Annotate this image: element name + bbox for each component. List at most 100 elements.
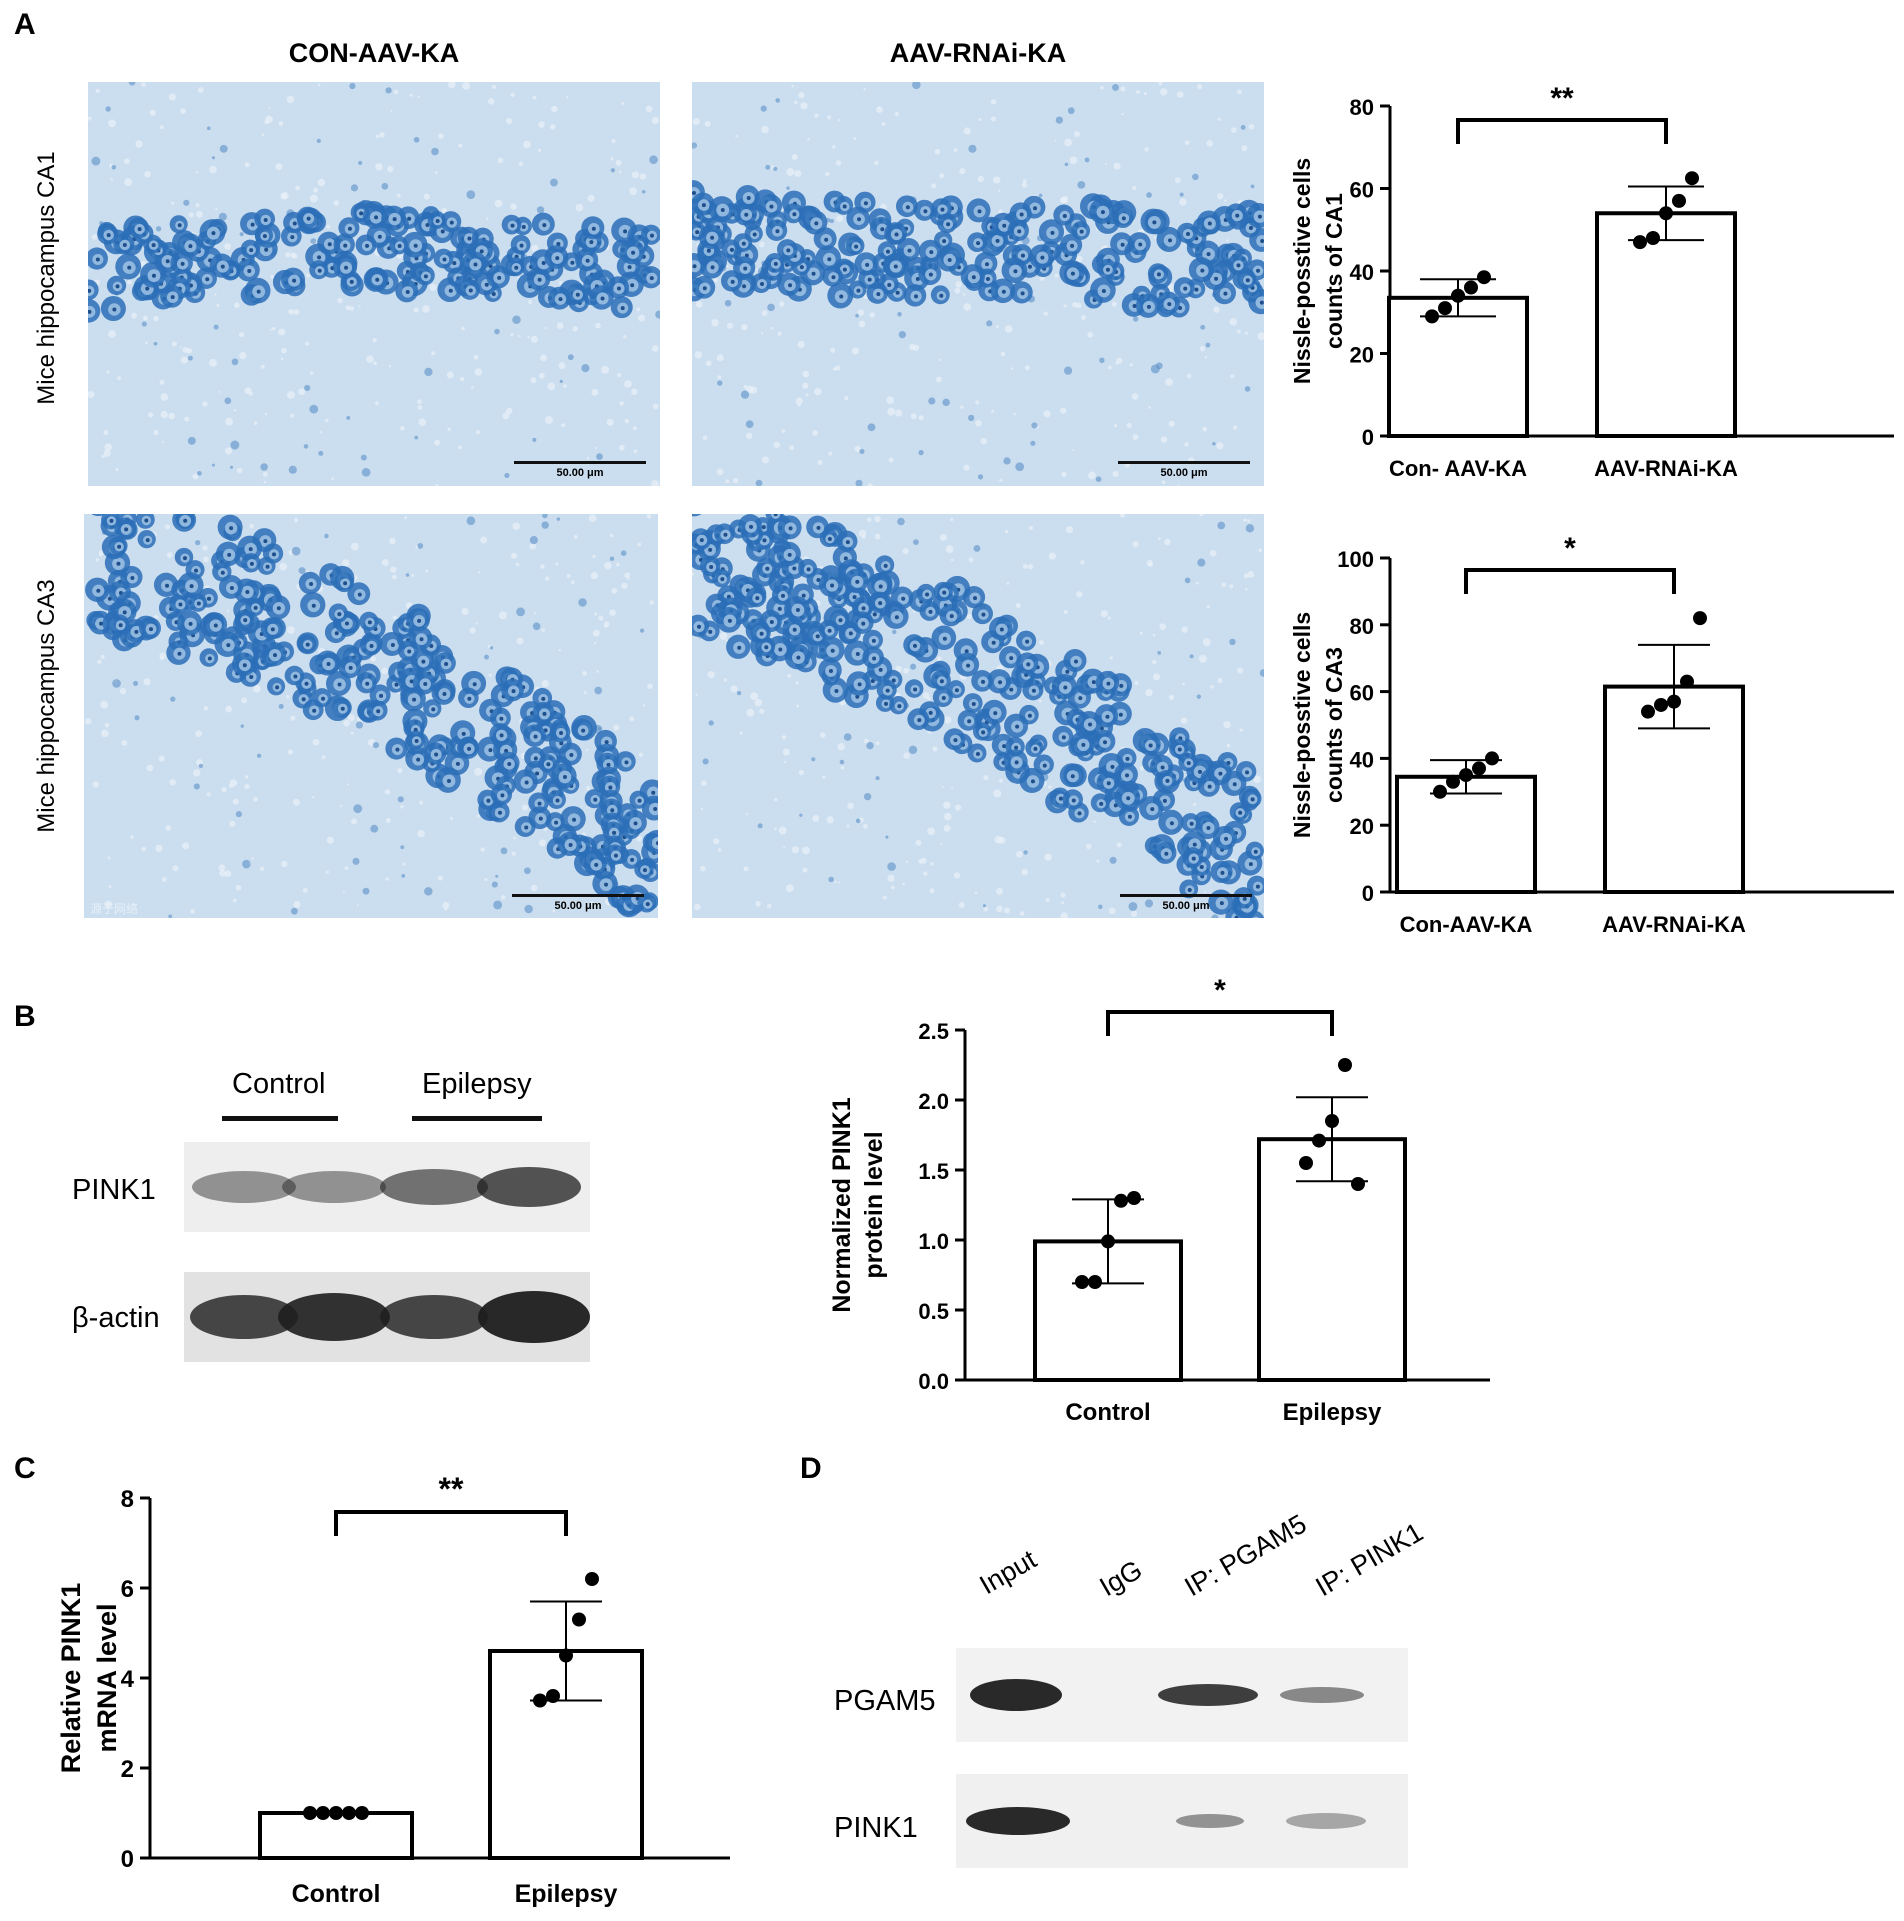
- neuron-nucleolus: [1002, 223, 1007, 228]
- neuron-nucleolus: [1070, 271, 1075, 276]
- texture-speck: [1132, 185, 1137, 191]
- neuron-nucleolus: [344, 621, 349, 626]
- texture-speck: [539, 372, 545, 379]
- glial-cell: [885, 835, 889, 839]
- texture-speck: [727, 322, 734, 329]
- texture-speck: [773, 441, 780, 448]
- texture-speck: [375, 163, 383, 171]
- glial-cell: [536, 206, 545, 214]
- glial-cell: [500, 847, 508, 855]
- texture-speck: [545, 576, 550, 581]
- texture-speck: [373, 361, 377, 366]
- neuron-nucleolus: [1009, 687, 1014, 692]
- texture-speck: [388, 365, 392, 368]
- neuron-nucleolus: [1186, 231, 1191, 236]
- texture-speck: [563, 384, 567, 388]
- texture-speck: [312, 795, 315, 799]
- data-point: [546, 1689, 560, 1703]
- glial-cell: [641, 189, 646, 194]
- texture-speck: [214, 293, 217, 296]
- y-tick-label: 80: [1350, 95, 1374, 120]
- texture-speck: [886, 396, 895, 405]
- neuron-nucleolus: [377, 234, 382, 239]
- texture-speck: [930, 183, 937, 189]
- texture-speck: [1232, 425, 1238, 430]
- texture-speck: [745, 432, 753, 440]
- texture-speck: [141, 846, 146, 852]
- category-label: Control: [292, 1880, 381, 1908]
- neuron-nucleolus: [109, 518, 114, 523]
- texture-speck: [101, 454, 105, 459]
- texture-speck: [488, 673, 492, 677]
- neuron-nucleolus: [855, 694, 860, 699]
- texture-speck: [716, 468, 724, 476]
- neuron-nucleolus: [455, 761, 460, 766]
- neuron-nucleolus: [940, 207, 945, 212]
- texture-speck: [127, 279, 132, 285]
- neuron-nucleolus: [253, 605, 258, 610]
- texture-speck: [192, 473, 199, 480]
- texture-speck: [1064, 138, 1073, 147]
- neuron-nucleolus: [872, 612, 877, 617]
- glial-cell: [219, 144, 228, 153]
- neuron-nucleolus: [828, 668, 833, 673]
- texture-speck: [633, 449, 638, 454]
- texture-speck: [887, 874, 895, 882]
- texture-speck: [1202, 638, 1211, 647]
- neuron-nucleolus: [1100, 210, 1105, 215]
- glial-cell: [424, 887, 433, 896]
- glial-cell: [350, 184, 359, 192]
- neuron-nucleolus: [839, 294, 844, 299]
- neuron-nucleolus: [1192, 842, 1197, 847]
- panel-label-c: C: [14, 1452, 36, 1485]
- neuron-nucleolus: [145, 286, 150, 291]
- neuron-nucleolus: [806, 567, 811, 572]
- neuron-nucleolus: [981, 679, 986, 684]
- glial-cell: [424, 367, 433, 377]
- y-axis-label-line: Nissle-posstive cells: [1289, 612, 1315, 838]
- neuron-nucleolus: [778, 647, 783, 652]
- glial-cell: [550, 178, 558, 187]
- texture-speck: [331, 477, 334, 481]
- glial-cell: [918, 449, 924, 456]
- neuron-nucleolus: [376, 709, 381, 714]
- texture-speck: [540, 564, 545, 569]
- texture-speck: [1028, 525, 1034, 531]
- neuron-nucleolus: [623, 229, 628, 234]
- texture-speck: [617, 373, 622, 378]
- blot-band: [380, 1295, 488, 1339]
- data-point: [1101, 1234, 1115, 1249]
- texture-speck: [846, 824, 850, 828]
- texture-speck: [1206, 605, 1211, 609]
- texture-speck: [791, 846, 800, 854]
- neuron-nucleolus: [265, 564, 270, 569]
- texture-speck: [761, 125, 769, 134]
- significance-marker: *: [1564, 532, 1576, 565]
- texture-speck: [767, 903, 772, 909]
- texture-speck: [343, 719, 350, 727]
- neuron-nucleolus: [995, 238, 1000, 243]
- texture-speck: [386, 165, 394, 173]
- glial-cell: [346, 415, 351, 420]
- y-axis-label-line: Relative PINK1: [56, 1583, 86, 1774]
- texture-speck: [1258, 548, 1263, 553]
- glial-cell: [197, 470, 202, 476]
- texture-speck: [652, 345, 659, 352]
- data-point: [1088, 1275, 1102, 1289]
- neuron-nucleolus: [248, 547, 253, 552]
- texture-speck: [532, 95, 537, 100]
- texture-speck: [994, 835, 1002, 844]
- glial-cell: [740, 390, 750, 399]
- texture-speck: [953, 148, 958, 152]
- texture-speck: [1229, 318, 1238, 326]
- neuron-nucleolus: [999, 627, 1004, 632]
- texture-speck: [218, 390, 221, 393]
- glial-cell: [1211, 914, 1219, 918]
- texture-speck: [290, 413, 295, 418]
- neuron-nucleolus: [801, 593, 806, 598]
- glial-cell: [968, 144, 977, 153]
- texture-speck: [474, 368, 483, 376]
- texture-speck: [1115, 361, 1119, 365]
- glial-cell: [491, 881, 498, 888]
- neuron-nucleolus: [594, 862, 599, 867]
